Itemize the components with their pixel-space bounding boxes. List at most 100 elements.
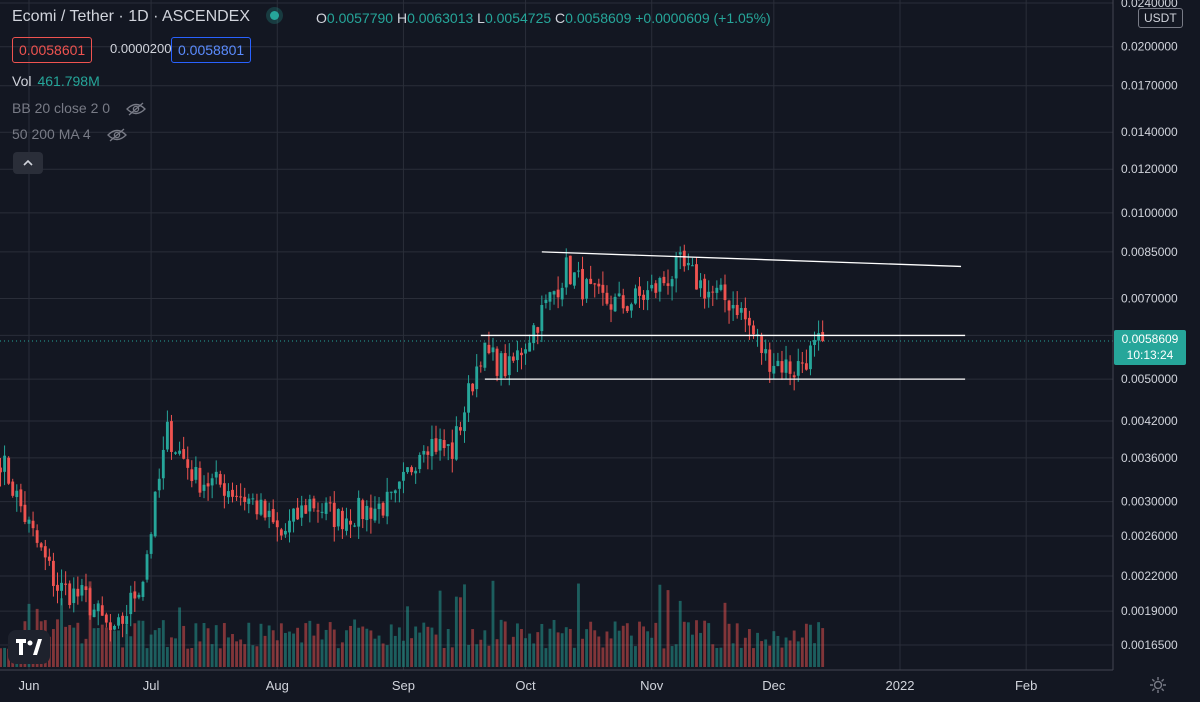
volume-bar xyxy=(597,636,601,667)
volume-bar xyxy=(605,631,609,667)
chevron-up-icon xyxy=(22,154,34,172)
sell-button[interactable]: 0.0058601 xyxy=(12,37,93,63)
candle-body xyxy=(768,349,772,372)
candle-body xyxy=(511,356,515,361)
volume-bar xyxy=(336,648,340,667)
volume-bar xyxy=(739,647,743,667)
volume-bar xyxy=(776,635,780,667)
volume-bar xyxy=(479,639,483,667)
volume-bar xyxy=(666,590,670,667)
price-tick-label: 0.0016500 xyxy=(1121,638,1178,652)
volume-bar xyxy=(174,638,177,667)
volume-bar xyxy=(129,636,133,667)
volume-bar xyxy=(678,600,682,667)
candle-body xyxy=(764,349,768,354)
candle-body xyxy=(104,614,108,623)
candle-body xyxy=(157,478,161,491)
candle-body xyxy=(544,299,548,304)
candle-body xyxy=(178,450,182,454)
collapse-indicators-button[interactable] xyxy=(13,152,43,174)
indicator-label: Vol xyxy=(12,73,32,89)
candle-body xyxy=(227,491,230,498)
volume-indicator[interactable]: Vol 461.798M xyxy=(12,73,100,89)
volume-bar xyxy=(507,644,511,667)
volume-bar xyxy=(682,621,686,667)
volume-bar xyxy=(361,626,365,667)
candlesticks xyxy=(0,244,825,642)
hidden-eye-icon[interactable] xyxy=(106,128,127,145)
symbol-header[interactable]: Ecomi / Tether · 1D · ASCENDEX xyxy=(12,8,293,26)
time-axis-labels: Jun Jul Aug Sep Oct Nov Dec 2022 Feb xyxy=(19,678,1038,693)
candle-body xyxy=(247,498,251,504)
spread-value: 0.0000200 xyxy=(110,41,172,56)
candle-body xyxy=(629,304,633,311)
candle-body xyxy=(88,588,92,616)
volume-bar xyxy=(96,628,100,667)
volume-bar xyxy=(499,619,503,667)
candle-body xyxy=(739,308,743,313)
volume-bar xyxy=(634,646,637,667)
candle-body xyxy=(682,250,686,267)
candle-body xyxy=(467,383,470,413)
volume-bar xyxy=(780,647,784,667)
candle-body xyxy=(642,294,646,300)
volume-bar xyxy=(727,623,731,667)
candle-body xyxy=(821,331,825,342)
tradingview-logo[interactable] xyxy=(8,630,50,664)
volume-bar xyxy=(434,634,438,667)
candle-body xyxy=(80,585,84,596)
price-tick-label: 0.0019000 xyxy=(1121,604,1178,618)
volume-bar xyxy=(743,637,747,667)
candle-body xyxy=(145,554,149,580)
candle-body xyxy=(373,508,377,521)
candle-body xyxy=(699,280,702,289)
candle-body xyxy=(666,283,670,286)
candle-body xyxy=(263,500,267,518)
settings-gear-icon[interactable] xyxy=(1148,675,1168,700)
volume-bar xyxy=(251,645,255,667)
volume-bar xyxy=(389,624,393,667)
volume-bar xyxy=(621,625,625,667)
candle-body xyxy=(507,356,511,376)
exchange: ASCENDEX xyxy=(162,8,251,25)
volume-bar xyxy=(715,647,719,667)
candle-body xyxy=(410,467,414,473)
candle-body xyxy=(454,426,458,460)
currency-badge[interactable]: USDT xyxy=(1138,8,1183,28)
candle-body xyxy=(218,474,222,485)
volume-bar xyxy=(691,634,694,667)
volume-bar xyxy=(271,630,275,667)
candle-body xyxy=(206,483,210,487)
hidden-eye-icon[interactable] xyxy=(126,102,146,119)
volume-bar xyxy=(259,623,263,667)
volume-bar xyxy=(772,631,776,667)
volume-bar xyxy=(157,627,161,667)
candle-body xyxy=(84,586,88,591)
volume-bar xyxy=(511,636,515,667)
volume-bar xyxy=(662,648,666,667)
candle-body xyxy=(422,450,426,455)
volume-bar xyxy=(72,627,76,667)
candle-body xyxy=(186,459,190,468)
buy-button[interactable]: 0.0058801 xyxy=(171,37,252,63)
volume-bar xyxy=(560,633,564,667)
volume-bar xyxy=(471,629,475,667)
candle-body xyxy=(491,347,495,353)
candle-body xyxy=(609,304,613,310)
candle-body xyxy=(601,284,605,293)
volume-bar xyxy=(165,647,169,667)
candle-body xyxy=(113,625,116,630)
moving-average-indicator[interactable]: 50 200 MA 4 xyxy=(12,126,127,145)
candle-body xyxy=(617,293,621,297)
candle-body xyxy=(788,361,792,374)
candle-body xyxy=(678,252,682,255)
close-label: C xyxy=(555,10,566,26)
volume-bar xyxy=(625,623,629,667)
volume-bar xyxy=(650,637,654,667)
volume-bar xyxy=(76,622,80,667)
candle-body xyxy=(426,451,430,455)
candle-body xyxy=(300,505,304,518)
bollinger-indicator[interactable]: BB 20 close 2 0 xyxy=(12,100,146,119)
volume-bar xyxy=(153,630,157,667)
